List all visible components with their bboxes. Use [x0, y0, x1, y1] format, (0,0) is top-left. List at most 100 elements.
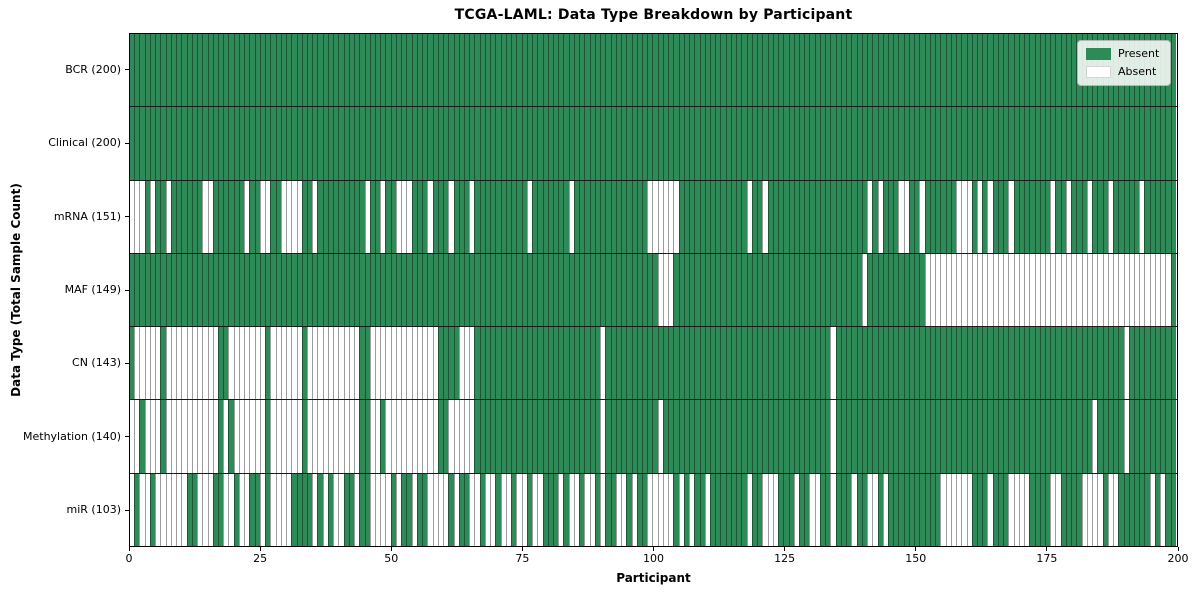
heatmap-cell: [647, 473, 653, 546]
heatmap-cell: [976, 180, 983, 253]
heatmap-cell: [982, 253, 988, 327]
heatmap-cell: [558, 253, 564, 327]
heatmap-cell: [238, 34, 245, 107]
heatmap-cell: [411, 34, 417, 107]
heatmap-cell: [856, 253, 862, 327]
heatmap-cell: [537, 107, 543, 180]
heatmap-cell: [333, 327, 339, 400]
heatmap-cell: [641, 253, 648, 327]
heatmap-cell: [558, 180, 564, 253]
heatmap-cell: [793, 327, 799, 400]
heatmap-cell: [464, 400, 470, 473]
heatmap-cell: [908, 473, 915, 546]
heatmap-cell: [422, 107, 428, 180]
heatmap-cell: [966, 34, 972, 107]
heatmap-cell: [699, 327, 705, 400]
heatmap-cell: [605, 327, 611, 400]
heatmap-cell: [929, 107, 936, 180]
heatmap-cell: [448, 34, 454, 107]
heatmap-cell: [678, 34, 684, 107]
heatmap-cell: [191, 473, 198, 546]
heatmap-cell: [736, 180, 742, 253]
heatmap-cell: [694, 180, 700, 253]
heatmap-cell: [882, 253, 888, 327]
heatmap-cell: [1128, 253, 1134, 327]
heatmap-cell: [249, 34, 255, 107]
heatmap-cell: [526, 34, 533, 107]
heatmap-cell: [552, 107, 559, 180]
heatmap-cell: [474, 180, 480, 253]
heatmap-cell: [1097, 400, 1103, 473]
heatmap-cell: [846, 180, 852, 253]
heatmap-cell: [322, 34, 328, 107]
heatmap-cell: [804, 107, 810, 180]
heatmap-cell: [987, 473, 993, 546]
heatmap-cell: [840, 34, 847, 107]
heatmap-cell: [233, 180, 239, 253]
heatmap-cell: [385, 107, 391, 180]
heatmap-cell: [427, 253, 433, 327]
heatmap-cell: [1060, 107, 1066, 180]
heatmap-cell: [244, 473, 250, 546]
heatmap-cell: [432, 180, 438, 253]
heatmap-cell: [856, 473, 862, 546]
heatmap-cell: [830, 180, 836, 253]
heatmap-cell: [149, 400, 156, 473]
heatmap-cell: [678, 180, 684, 253]
heatmap-cell: [296, 107, 302, 180]
heatmap-cell: [197, 180, 203, 253]
heatmap-cell: [704, 180, 711, 253]
heatmap-cell: [924, 180, 930, 253]
heatmap-cell: [610, 473, 616, 546]
heatmap-cell: [788, 253, 794, 327]
heatmap-cell: [1055, 107, 1061, 180]
heatmap-cell: [997, 34, 1004, 107]
heatmap-cell: [521, 107, 527, 180]
heatmap-cell: [443, 253, 449, 327]
heatmap-cell: [265, 180, 271, 253]
heatmap-cell: [605, 253, 611, 327]
heatmap-cell: [694, 253, 700, 327]
heatmap-cell: [1113, 107, 1119, 180]
heatmap-cell: [872, 107, 878, 180]
heatmap-cell: [333, 107, 339, 180]
heatmap-cell: [375, 327, 381, 400]
heatmap-cell: [354, 34, 360, 107]
heatmap-cell: [249, 473, 255, 546]
heatmap-cell: [725, 107, 731, 180]
heatmap-cell: [976, 253, 983, 327]
heatmap-cell: [683, 327, 690, 400]
heatmap-cell: [254, 400, 260, 473]
heatmap-cell: [1092, 253, 1098, 327]
heatmap-cell: [1128, 107, 1134, 180]
heatmap-cell: [542, 400, 548, 473]
heatmap-cell: [1107, 327, 1114, 400]
heatmap-cell: [1118, 327, 1124, 400]
heatmap-cell: [516, 180, 522, 253]
heatmap-cell: [249, 253, 255, 327]
heatmap-cell: [872, 473, 878, 546]
heatmap-cell: [694, 473, 700, 546]
heatmap-cell: [720, 34, 726, 107]
heatmap-cell: [547, 400, 553, 473]
heatmap-cell: [458, 34, 464, 107]
heatmap-cell: [757, 327, 763, 400]
heatmap-cell: [202, 327, 208, 400]
heatmap-cell: [594, 180, 601, 253]
heatmap-cell: [296, 473, 302, 546]
heatmap-cell: [987, 180, 993, 253]
heatmap-cell: [877, 107, 883, 180]
heatmap-cell: [364, 473, 370, 546]
heatmap-cell: [359, 34, 365, 107]
heatmap-cell: [605, 400, 611, 473]
heatmap-cell: [872, 253, 878, 327]
heatmap-cell: [678, 327, 684, 400]
heatmap-cell: [537, 253, 543, 327]
heatmap-cell: [144, 400, 150, 473]
heatmap-cell: [479, 34, 485, 107]
heatmap-cell: [1008, 34, 1014, 107]
heatmap-cell: [662, 253, 669, 327]
heatmap-cell: [306, 107, 313, 180]
heatmap-cell: [783, 180, 789, 253]
heatmap-cell: [416, 107, 423, 180]
